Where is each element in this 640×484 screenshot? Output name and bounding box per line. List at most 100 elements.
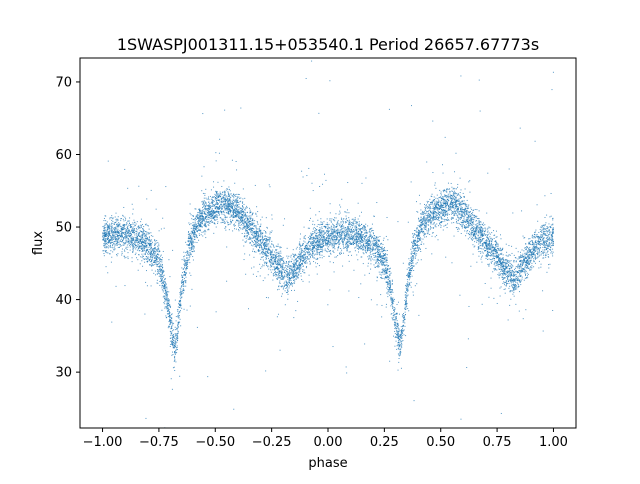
data-point [324, 173, 325, 175]
data-point [468, 211, 470, 213]
data-point [201, 222, 203, 224]
data-point [341, 230, 343, 232]
data-point [376, 246, 378, 248]
data-point [125, 231, 127, 233]
data-point [226, 220, 228, 222]
data-point [203, 200, 205, 202]
data-point [472, 214, 474, 216]
data-point [238, 218, 240, 220]
data-point [216, 216, 218, 218]
data-point [329, 235, 331, 237]
data-point [143, 235, 145, 237]
data-point [106, 224, 108, 226]
data-point [166, 308, 168, 310]
data-point [349, 229, 351, 231]
data-point [551, 239, 553, 241]
data-point [432, 214, 434, 216]
data-point [238, 196, 240, 198]
data-point [442, 204, 444, 206]
data-point [405, 300, 407, 302]
data-point [282, 278, 284, 280]
data-point [466, 213, 468, 215]
data-point [531, 262, 533, 264]
data-point [274, 273, 276, 275]
data-point [123, 220, 125, 222]
data-point [106, 221, 108, 223]
data-point [439, 196, 441, 198]
data-point [523, 258, 525, 260]
data-point [127, 256, 129, 258]
data-point [174, 337, 176, 339]
data-point [267, 250, 269, 252]
data-point [368, 257, 370, 259]
data-point [376, 280, 378, 282]
data-point [490, 261, 492, 263]
data-point [203, 219, 205, 221]
data-point [538, 241, 540, 243]
data-point [451, 207, 453, 209]
data-point [225, 208, 227, 210]
data-point [541, 235, 543, 237]
data-point [152, 255, 154, 257]
data-point [109, 233, 111, 235]
data-point [181, 307, 183, 309]
data-point [498, 268, 500, 270]
data-point [111, 219, 113, 221]
data-point [344, 221, 346, 223]
data-point [346, 212, 348, 214]
data-point [422, 220, 424, 222]
data-point [281, 295, 283, 297]
data-point [544, 242, 546, 244]
data-point [294, 253, 296, 255]
data-point [330, 232, 332, 234]
data-point [492, 252, 494, 254]
data-point [464, 210, 466, 212]
data-point [174, 340, 176, 342]
data-point [270, 253, 272, 255]
data-point [167, 304, 169, 306]
data-point [464, 209, 466, 211]
data-point [348, 290, 350, 292]
data-point [236, 215, 238, 217]
data-point [515, 286, 517, 288]
data-point [338, 247, 340, 249]
data-point [313, 261, 315, 263]
data-point [214, 216, 216, 218]
data-point [369, 228, 371, 230]
data-point [478, 241, 480, 243]
data-point [481, 261, 483, 263]
data-point [487, 243, 489, 245]
data-point [477, 221, 479, 223]
data-point [259, 230, 261, 232]
data-point [220, 211, 222, 213]
data-point [446, 227, 448, 229]
data-point [494, 267, 496, 269]
data-point [176, 345, 178, 347]
data-point [211, 213, 212, 215]
data-point [223, 210, 225, 212]
data-point [500, 253, 502, 255]
data-point [377, 239, 379, 241]
data-point [478, 229, 480, 231]
data-point [406, 292, 408, 294]
data-point [499, 257, 501, 259]
data-point [156, 250, 158, 252]
data-point [422, 221, 424, 223]
data-point [183, 273, 185, 275]
data-point [469, 223, 471, 225]
data-point [313, 245, 315, 247]
data-point [498, 258, 500, 260]
data-point [305, 77, 307, 79]
data-point [422, 210, 424, 212]
data-point [500, 412, 502, 414]
data-point [481, 251, 483, 253]
data-point [416, 244, 418, 246]
data-point [527, 266, 529, 268]
data-point [207, 221, 209, 223]
data-point [287, 290, 289, 292]
data-point [203, 204, 205, 206]
data-point [535, 234, 537, 236]
data-point [170, 334, 172, 336]
data-point [282, 288, 284, 290]
data-point [323, 233, 325, 235]
